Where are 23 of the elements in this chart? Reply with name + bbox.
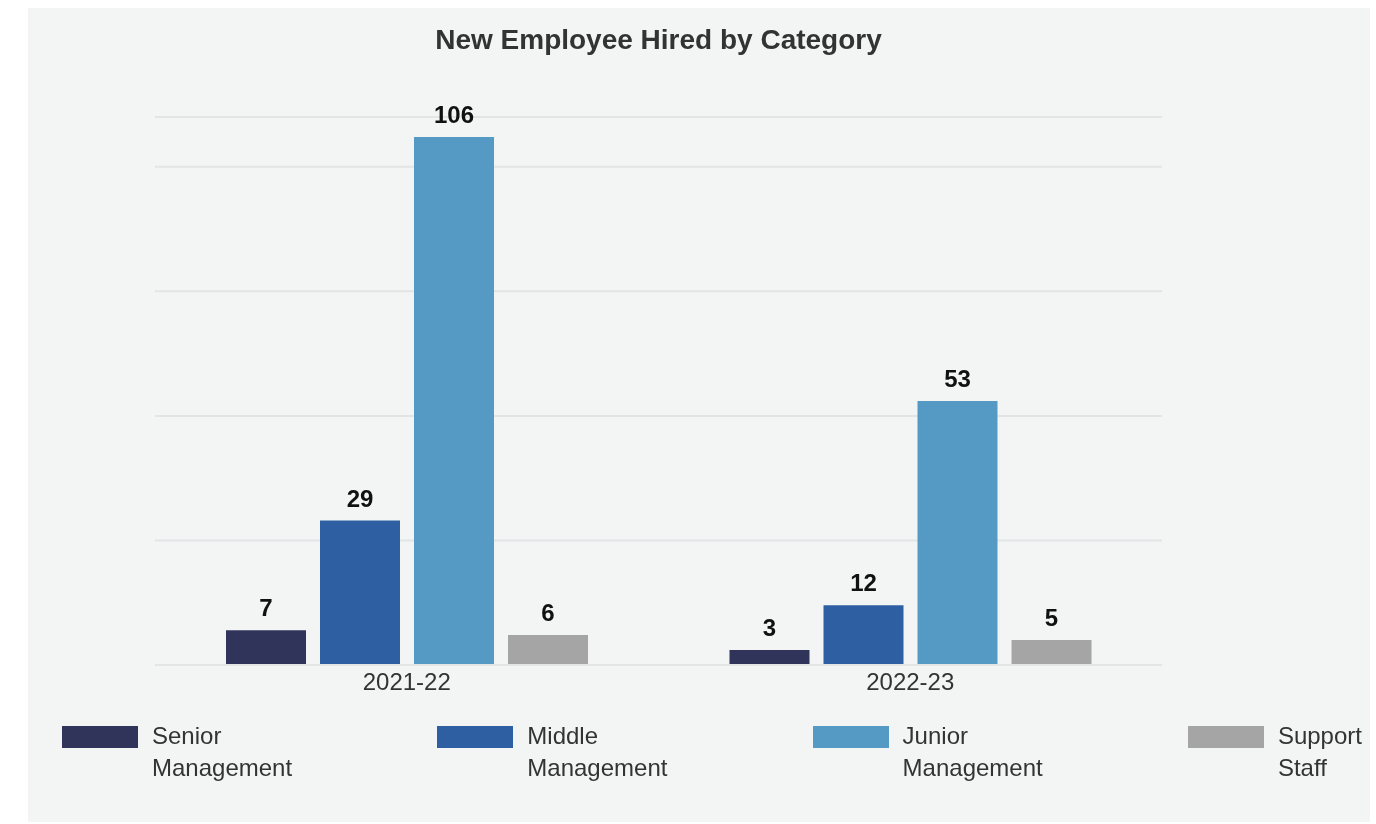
x-tick-label: 2021-22: [362, 668, 451, 696]
data-label: 5: [1044, 604, 1059, 632]
data-label: 29: [346, 484, 374, 512]
data-label: 53: [944, 364, 971, 392]
data-label: 106: [433, 100, 475, 128]
legend-label: Middle Management: [527, 721, 668, 783]
x-tick-label: 2022-23: [866, 668, 955, 696]
chart-title: New Employee Hired by Category: [434, 24, 883, 56]
bar: [414, 136, 494, 665]
bar: [823, 605, 904, 665]
data-label: 7: [259, 594, 273, 622]
bar: [226, 630, 306, 665]
legend-label: Support Staff: [1277, 721, 1362, 783]
data-label: 12: [850, 569, 877, 597]
bar: [1011, 640, 1092, 665]
data-label: 6: [541, 599, 555, 627]
bar: [508, 635, 588, 665]
bar: [917, 400, 998, 665]
bar: [729, 650, 810, 665]
legend-label: Junior Management: [902, 721, 1043, 783]
bar: [320, 520, 400, 665]
data-label: 3: [762, 614, 777, 642]
legend-label: Senior Management: [152, 721, 293, 783]
